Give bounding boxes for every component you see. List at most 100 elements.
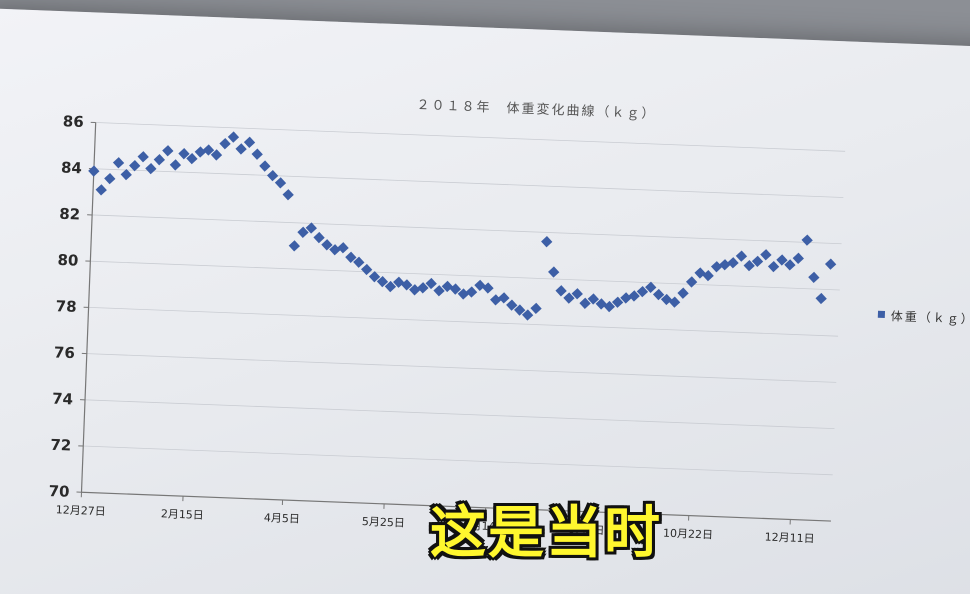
data-point bbox=[808, 271, 820, 284]
data-point bbox=[514, 304, 526, 316]
y-tick-label: 74 bbox=[52, 390, 74, 409]
grid-line bbox=[86, 353, 837, 383]
y-tick-label: 78 bbox=[55, 297, 77, 316]
data-point bbox=[735, 250, 748, 262]
grid-line bbox=[88, 306, 839, 337]
data-point bbox=[178, 148, 190, 160]
data-point bbox=[636, 285, 649, 298]
x-tick-label: 5月25日 bbox=[362, 515, 405, 530]
data-points bbox=[88, 131, 837, 321]
y-tick-labels: 86 84 82 80 78 76 74 72 70 bbox=[48, 112, 96, 501]
data-point bbox=[282, 189, 294, 201]
data-point bbox=[425, 277, 437, 290]
data-point bbox=[251, 148, 263, 160]
data-point bbox=[337, 242, 349, 254]
data-point bbox=[611, 296, 624, 308]
x-tick-label: 12月27日 bbox=[56, 503, 106, 518]
data-point bbox=[563, 292, 575, 304]
data-point bbox=[104, 172, 116, 185]
x-axis bbox=[81, 491, 831, 522]
data-point bbox=[541, 236, 553, 248]
data-point bbox=[194, 146, 206, 158]
data-point bbox=[457, 288, 470, 300]
data-point bbox=[668, 296, 681, 308]
data-point bbox=[498, 292, 510, 304]
data-point bbox=[153, 154, 166, 166]
weight-chart: 86 84 82 80 78 76 74 72 70 12月27日 2月15日 4月5日 5月25日 7… bbox=[48, 97, 970, 546]
data-point bbox=[727, 257, 739, 269]
data-point bbox=[235, 143, 247, 155]
x-tick-label: 2月15日 bbox=[161, 507, 204, 522]
y-tick-label: 86 bbox=[62, 112, 84, 131]
data-point bbox=[579, 297, 591, 309]
data-point bbox=[288, 240, 301, 252]
grid-line bbox=[93, 168, 844, 198]
data-point bbox=[112, 157, 125, 169]
data-point bbox=[760, 249, 772, 261]
data-point bbox=[409, 284, 421, 296]
data-point bbox=[751, 255, 764, 267]
data-point bbox=[88, 165, 100, 177]
data-point bbox=[353, 256, 365, 268]
data-point bbox=[368, 271, 381, 283]
data-point bbox=[329, 244, 341, 256]
legend-label: 体重（ｋｇ） bbox=[891, 309, 970, 326]
data-point bbox=[530, 302, 542, 315]
data-point bbox=[243, 136, 256, 148]
grid-lines bbox=[83, 122, 846, 476]
data-point bbox=[401, 279, 413, 291]
grid-line bbox=[95, 122, 846, 152]
data-point bbox=[482, 282, 494, 294]
y-tick-label: 82 bbox=[59, 205, 81, 224]
grid-line bbox=[85, 399, 835, 430]
data-point bbox=[95, 184, 107, 196]
data-point bbox=[297, 226, 309, 238]
data-point bbox=[202, 144, 215, 156]
data-point bbox=[645, 281, 657, 293]
data-point bbox=[815, 292, 827, 305]
data-point bbox=[137, 151, 149, 163]
data-point bbox=[162, 145, 174, 157]
y-tick-label: 72 bbox=[50, 436, 72, 455]
data-point bbox=[490, 294, 502, 306]
data-point bbox=[417, 282, 429, 294]
data-point bbox=[210, 149, 223, 161]
data-point bbox=[266, 169, 279, 182]
data-point bbox=[521, 309, 534, 321]
x-tick-label: 4月5日 bbox=[264, 511, 300, 525]
chart-title: ２０１８年 体重変化曲線（ｋｇ） bbox=[416, 97, 656, 122]
grid-line bbox=[92, 214, 842, 245]
data-point bbox=[259, 160, 271, 172]
data-point bbox=[449, 283, 462, 295]
y-tick-label: 70 bbox=[48, 482, 70, 501]
data-point bbox=[776, 254, 788, 266]
data-point bbox=[719, 259, 731, 271]
data-point bbox=[120, 168, 132, 181]
y-tick-label: 84 bbox=[61, 158, 83, 177]
data-point bbox=[227, 131, 240, 143]
data-point bbox=[506, 299, 518, 311]
data-point bbox=[274, 177, 287, 189]
y-tick-label: 80 bbox=[57, 251, 79, 270]
grid-line bbox=[90, 260, 840, 291]
data-point bbox=[321, 239, 333, 251]
x-tick-label: 9月2日 bbox=[568, 523, 604, 537]
x-tick-labels: 12月27日 2月15日 4月5日 5月25日 7月14日 9月2日 10月22日 12月11… bbox=[56, 492, 815, 545]
data-point bbox=[710, 261, 723, 273]
data-point bbox=[685, 276, 698, 288]
data-point bbox=[384, 280, 397, 293]
data-point bbox=[801, 234, 813, 246]
y-tick-label: 76 bbox=[54, 343, 76, 362]
data-point bbox=[433, 285, 445, 297]
paper-sheet: 86 84 82 80 78 76 74 72 70 12月27日 2月15日 4月5日 5月25日 7… bbox=[0, 8, 970, 594]
legend-marker bbox=[877, 310, 886, 318]
data-point bbox=[784, 259, 796, 271]
data-point bbox=[587, 293, 599, 305]
data-point bbox=[571, 288, 583, 300]
data-point bbox=[743, 260, 755, 272]
data-point bbox=[702, 269, 714, 282]
grid-line bbox=[83, 445, 833, 476]
data-point bbox=[548, 266, 560, 278]
data-point bbox=[361, 263, 373, 276]
